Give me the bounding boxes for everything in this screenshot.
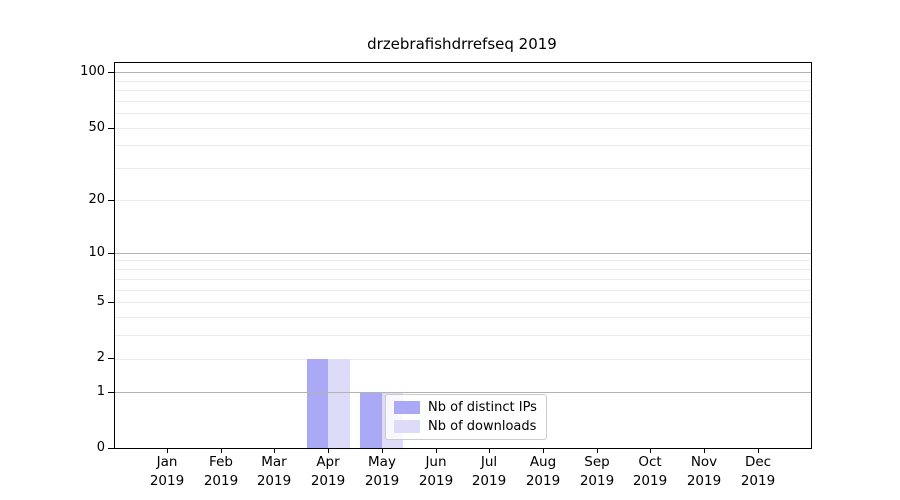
x-tick-label-jun-2019: Jun 2019 [404,453,468,491]
x-tick-label-nov-2019: Nov 2019 [672,453,736,491]
gridline-minor-9 [115,260,811,262]
legend-label-distinct-ips: Nb of distinct IPs [428,400,537,415]
x-tick-label-month: Jan [156,454,178,470]
gridline-minor-4 [115,316,811,318]
bar-nb-of-downloads-apr-2019 [328,358,350,448]
gridline-minor-7 [115,278,811,280]
x-tick-mark-apr-2019 [328,448,329,453]
y-tick-mark-0 [108,448,114,449]
gridline-minor-20 [115,200,811,201]
gridline-minor-2 [115,358,811,360]
x-tick-mark-may-2019 [382,448,383,453]
y-tick-label-1: 1 [96,384,105,399]
x-tick-mark-jan-2019 [167,448,168,453]
x-tick-label-sep-2019: Sep 2019 [565,453,629,491]
legend-item-distinct-ips: Nb of distinct IPs [394,400,537,415]
gridline-minor-5 [115,302,811,303]
x-tick-mark-nov-2019 [704,448,705,453]
gridline-minor-80 [115,90,811,91]
x-tick-label-dec-2019: Dec 2019 [726,453,790,491]
gridline-minor-30 [115,168,811,170]
x-tick-mark-sep-2019 [597,448,598,453]
x-tick-label-jan-2019: Jan 2019 [135,453,199,491]
x-tick-label-jul-2019: Jul 2019 [457,453,521,491]
x-tick-label-month: Apr [316,454,340,470]
y-tick-label-20: 20 [88,192,105,207]
x-tick-label-aug-2019: Aug 2019 [511,453,575,491]
x-tick-label-year: 2019 [686,473,722,489]
y-tick-mark-1 [108,392,114,393]
gridline-minor-8 [115,269,811,270]
y-tick-mark-5 [108,302,114,303]
y-tick-label-10: 10 [88,245,105,260]
gridline-minor-40 [115,145,811,147]
y-tick-mark-100 [108,72,114,73]
x-tick-label-month: Feb [209,454,233,470]
x-tick-mark-mar-2019 [274,448,275,453]
gridline-minor-90 [115,80,811,82]
x-tick-label-year: 2019 [310,473,346,489]
x-tick-label-month: Aug [529,454,557,470]
gridline-minor-70 [115,100,811,102]
legend-label-downloads: Nb of downloads [428,419,537,434]
x-tick-mark-aug-2019 [543,448,544,453]
x-tick-mark-jul-2019 [489,448,490,453]
gridline-minor-60 [115,113,811,115]
y-tick-label-0: 0 [96,440,105,455]
x-tick-label-month: Jun [425,454,447,470]
x-tick-label-year: 2019 [632,473,668,489]
gridline-minor-3 [115,335,811,337]
x-tick-label-month: Nov [690,454,718,470]
x-tick-label-year: 2019 [579,473,615,489]
x-tick-label-year: 2019 [364,473,400,489]
x-tick-label-month: Oct [638,454,662,470]
bar-nb-of-distinct-ips-may-2019 [360,391,382,448]
x-tick-label-month: Mar [261,454,287,470]
x-tick-label-feb-2019: Feb 2019 [189,453,253,491]
x-tick-label-may-2019: May 2019 [350,453,414,491]
y-tick-label-2: 2 [96,350,105,365]
x-tick-label-year: 2019 [471,473,507,489]
x-tick-label-year: 2019 [256,473,292,489]
gridline-major-1 [115,391,811,393]
bar-nb-of-distinct-ips-apr-2019 [306,358,329,448]
x-tick-mark-jun-2019 [436,448,437,453]
chart-title: drzebrafishdrrefseq 2019 [367,35,557,53]
y-tick-mark-2 [108,358,114,359]
y-tick-label-100: 100 [80,64,105,79]
y-tick-mark-10 [108,253,114,254]
x-tick-label-year: 2019 [740,473,776,489]
x-tick-label-month: May [368,454,396,470]
gridline-minor-50 [115,127,811,129]
y-tick-mark-20 [108,200,114,201]
legend: Nb of distinct IPs Nb of downloads [385,394,547,440]
x-tick-mark-oct-2019 [650,448,651,453]
x-tick-label-oct-2019: Oct 2019 [618,453,682,491]
legend-item-downloads: Nb of downloads [394,419,537,434]
y-tick-label-5: 5 [96,294,105,309]
x-tick-mark-feb-2019 [221,448,222,453]
plot-area: Nb of distinct IPs Nb of downloads [114,62,812,449]
x-tick-label-month: Dec [744,454,772,470]
x-tick-label-month: Sep [584,454,610,470]
x-tick-label-year: 2019 [418,473,454,489]
gridline-major-100 [115,72,811,73]
y-tick-label-50: 50 [88,120,105,135]
legend-swatch-distinct-ips [394,401,420,414]
y-tick-mark-50 [108,128,114,129]
legend-swatch-downloads [394,420,420,433]
x-tick-label-apr-2019: Apr 2019 [296,453,360,491]
gridline-major-10 [115,252,811,254]
x-tick-label-year: 2019 [203,473,239,489]
x-tick-label-mar-2019: Mar 2019 [242,453,306,491]
x-tick-label-month: Jul [480,454,498,470]
x-tick-label-year: 2019 [525,473,561,489]
x-tick-mark-dec-2019 [758,448,759,453]
gridline-minor-6 [115,289,811,291]
x-tick-label-year: 2019 [149,473,185,489]
